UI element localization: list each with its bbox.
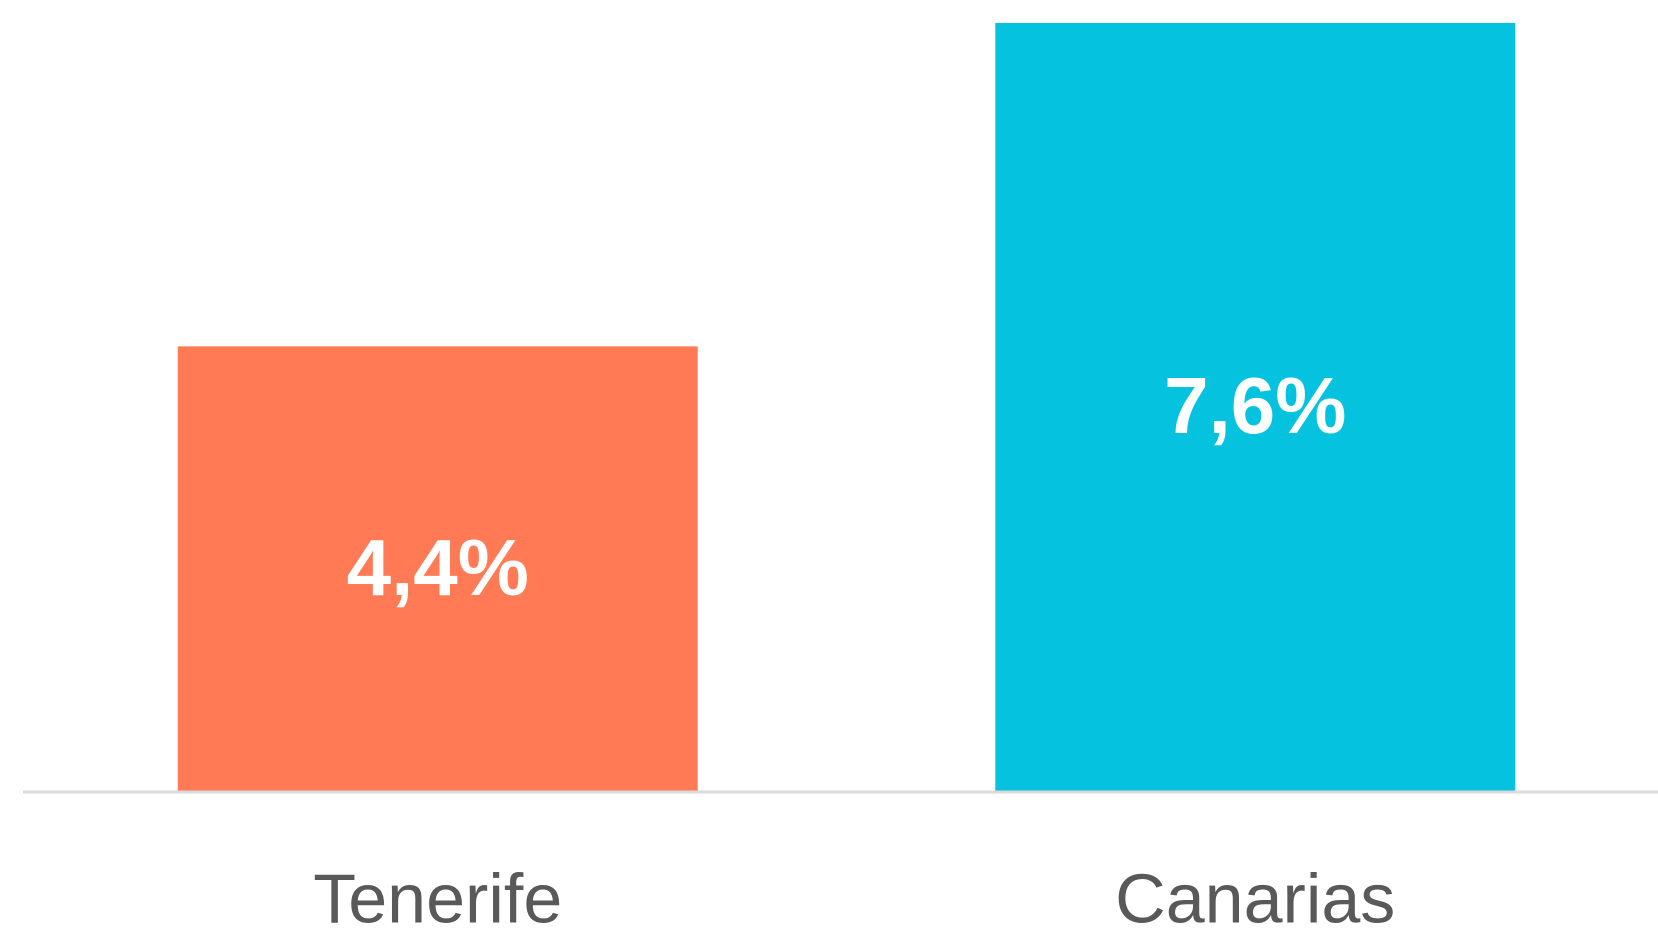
x-tick-label: Tenerife xyxy=(313,859,562,937)
bar xyxy=(177,346,698,791)
x-tick-label: Canarias xyxy=(1115,859,1395,937)
bar xyxy=(995,23,1516,791)
value-label: 4,4% xyxy=(347,523,529,612)
value-label: 7,6% xyxy=(1164,361,1346,450)
